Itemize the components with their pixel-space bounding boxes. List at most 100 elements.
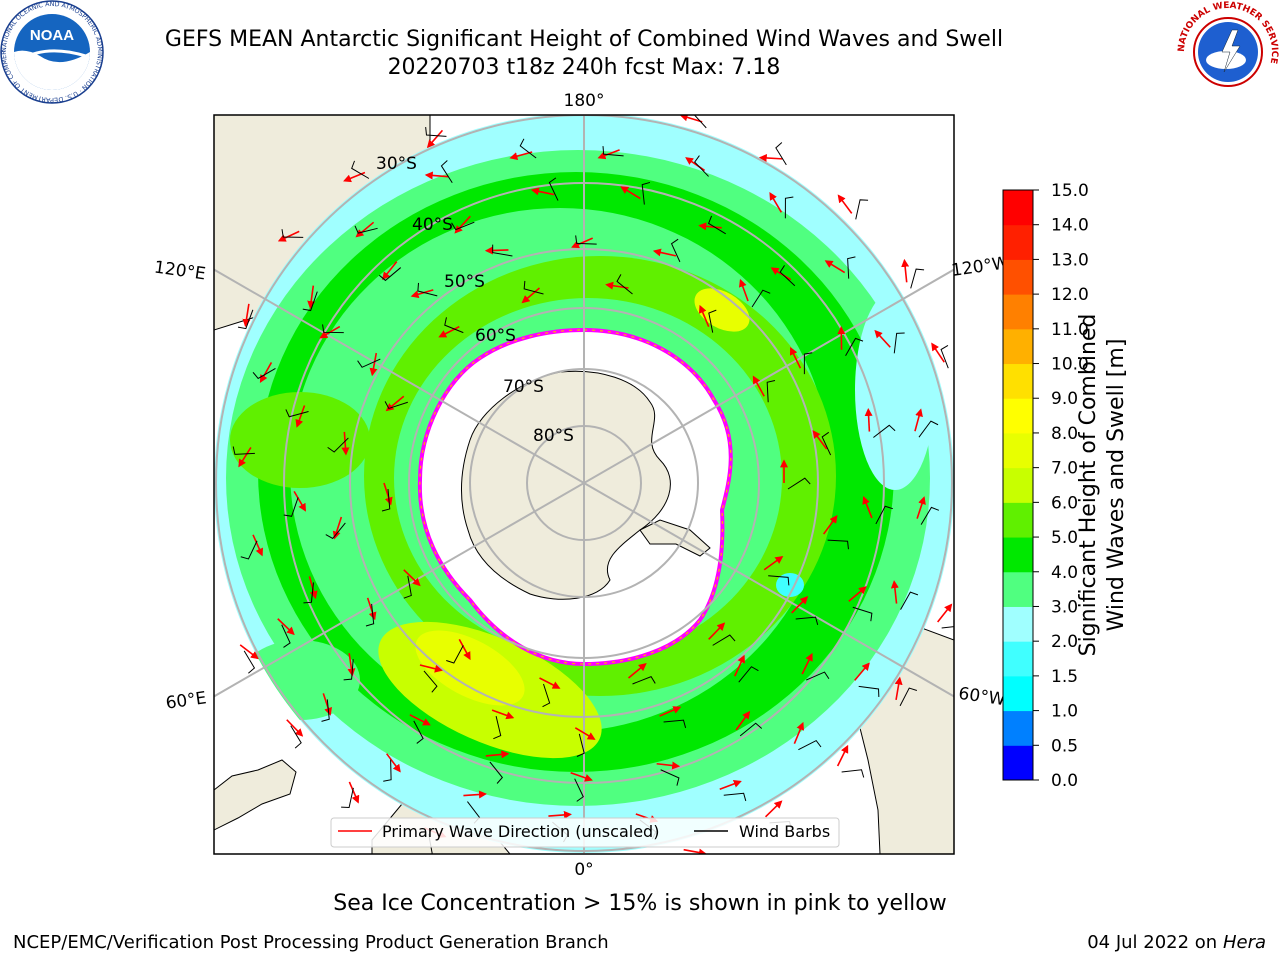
wave-direction-arrow: [242, 303, 251, 328]
wind-barb: [670, 238, 681, 263]
wave-direction-arrow: [369, 352, 378, 377]
wave-direction-arrow: [789, 346, 802, 369]
wind-barb: [321, 699, 330, 722]
wave-direction-arrow: [295, 405, 306, 428]
wind-barb: [444, 317, 464, 334]
wind-barb: [873, 424, 896, 438]
legend-wave-label: Primary Wave Direction (unscaled): [382, 822, 659, 841]
wind-barb: [940, 344, 949, 369]
colorbar-tick-label: 3.0: [1051, 597, 1078, 617]
wind-barb: [693, 115, 707, 129]
madagascar-landmass: [214, 759, 297, 831]
wind-barb: [694, 155, 709, 177]
sea-ice-edge: [419, 329, 732, 665]
wind-barb: [855, 199, 869, 220]
wave-direction-arrow: [574, 727, 596, 740]
colorbar-tick-label: 6.0: [1051, 493, 1078, 513]
colorbar-tick-label: 11.0: [1051, 320, 1089, 340]
wind-barb: [489, 761, 504, 784]
colorbar-segment: [1003, 259, 1033, 295]
wind-barb: [252, 367, 276, 380]
wave-direction-arrow: [914, 408, 923, 432]
wind-barb: [417, 282, 438, 297]
wave-direction-arrow: [286, 719, 304, 737]
wind-barb: [523, 280, 544, 295]
wind-barb: [875, 505, 893, 525]
legend-box: [330, 817, 840, 848]
wave-direction-arrow: [341, 431, 350, 456]
wind-barb: [519, 138, 537, 159]
wave-direction-arrow: [708, 622, 726, 640]
wind-barb: [283, 497, 299, 517]
wind-barb: [492, 244, 513, 257]
colorbar: 0.0 0.5 1.0 1.5 2.0 3.0 4.0 5.0 6.0 7.0 8.0 9.0 10.0…: [1002, 181, 1089, 791]
colorbar-segment: [1003, 502, 1033, 538]
lon-label-120w: 120°W: [950, 253, 1010, 281]
wind-barb: [688, 856, 706, 872]
wave-direction-arrow: [698, 304, 710, 327]
lon-label-120e: 120°E: [153, 257, 207, 284]
colorbar-title-line1: Significant Height of Combined: [1076, 313, 1101, 657]
wind-barb: [910, 268, 925, 289]
wave-direction-arrow: [890, 580, 899, 604]
wind-barb: [900, 591, 919, 610]
lat-label-60s: 60°S: [475, 326, 516, 346]
wind-barb: [738, 666, 759, 683]
wave-direction-arrow: [801, 652, 813, 675]
colorbar-segment: [1003, 745, 1033, 781]
wave-direction-arrow: [293, 490, 307, 512]
graticule: [214, 115, 954, 853]
wave-direction-arrow: [685, 157, 706, 172]
wave-direction-arrow: [355, 221, 375, 238]
wave-direction-arrow: [570, 771, 593, 782]
wave-direction-arrow: [426, 129, 444, 149]
wind-barb: [899, 687, 918, 707]
colorbar-segment: [1003, 571, 1033, 607]
wave-direction-arrow: [854, 662, 870, 681]
wave-direction-arrow: [874, 329, 891, 348]
wind-barb: [303, 582, 314, 604]
wind-barb: [805, 671, 830, 681]
noaa-logo-text: NOAA: [30, 27, 74, 44]
colorbar-segment: [1003, 641, 1033, 677]
wave-direction-arrow: [238, 446, 252, 468]
wave-direction-arrow: [410, 289, 434, 299]
wind-barb: [602, 146, 624, 157]
wind-barb: [354, 225, 378, 234]
wind-barb: [232, 446, 255, 455]
wave-direction-arrow: [277, 618, 295, 636]
colorbar-segment: [1003, 467, 1033, 503]
wind-barb: [285, 409, 309, 418]
nws-logo-icon: NATIONAL WEATHER SERVICE: [1177, 1, 1279, 102]
wind-barb: [446, 645, 464, 664]
wind-barb: [384, 401, 408, 410]
wave-direction-arrow: [791, 596, 809, 614]
wind-barb: [660, 769, 680, 786]
wind-barb: [852, 606, 873, 622]
wind-barb: [302, 291, 318, 312]
wave-direction-arrow: [770, 267, 792, 281]
wind-barb: [413, 720, 424, 744]
wind-barb: [941, 626, 954, 629]
wave-direction-arrow: [419, 664, 443, 673]
wave-direction-arrow: [758, 153, 783, 162]
wind-barb: [365, 603, 375, 627]
wind-barb: [803, 352, 813, 375]
date-text: 04 Jul 2022 on: [1087, 932, 1223, 953]
wind-barb: [423, 670, 438, 693]
wind-barb: [281, 624, 291, 648]
wave-direction-arrow: [931, 342, 945, 363]
wind-barb: [574, 778, 584, 802]
colorbar-segment: [1003, 190, 1033, 226]
lon-label-60w: 60°W: [957, 684, 1006, 710]
colorbar-segment: [1003, 363, 1033, 399]
wave-direction-arrow: [901, 258, 910, 283]
wave-direction-arrow: [484, 246, 509, 255]
meridian-60e-120w: [214, 268, 954, 698]
wind-barb: [768, 575, 790, 586]
wind-barb: [858, 685, 880, 697]
wind-barb: [847, 256, 856, 279]
wave-direction-arrow: [348, 781, 360, 804]
wind-barb: [775, 142, 787, 166]
